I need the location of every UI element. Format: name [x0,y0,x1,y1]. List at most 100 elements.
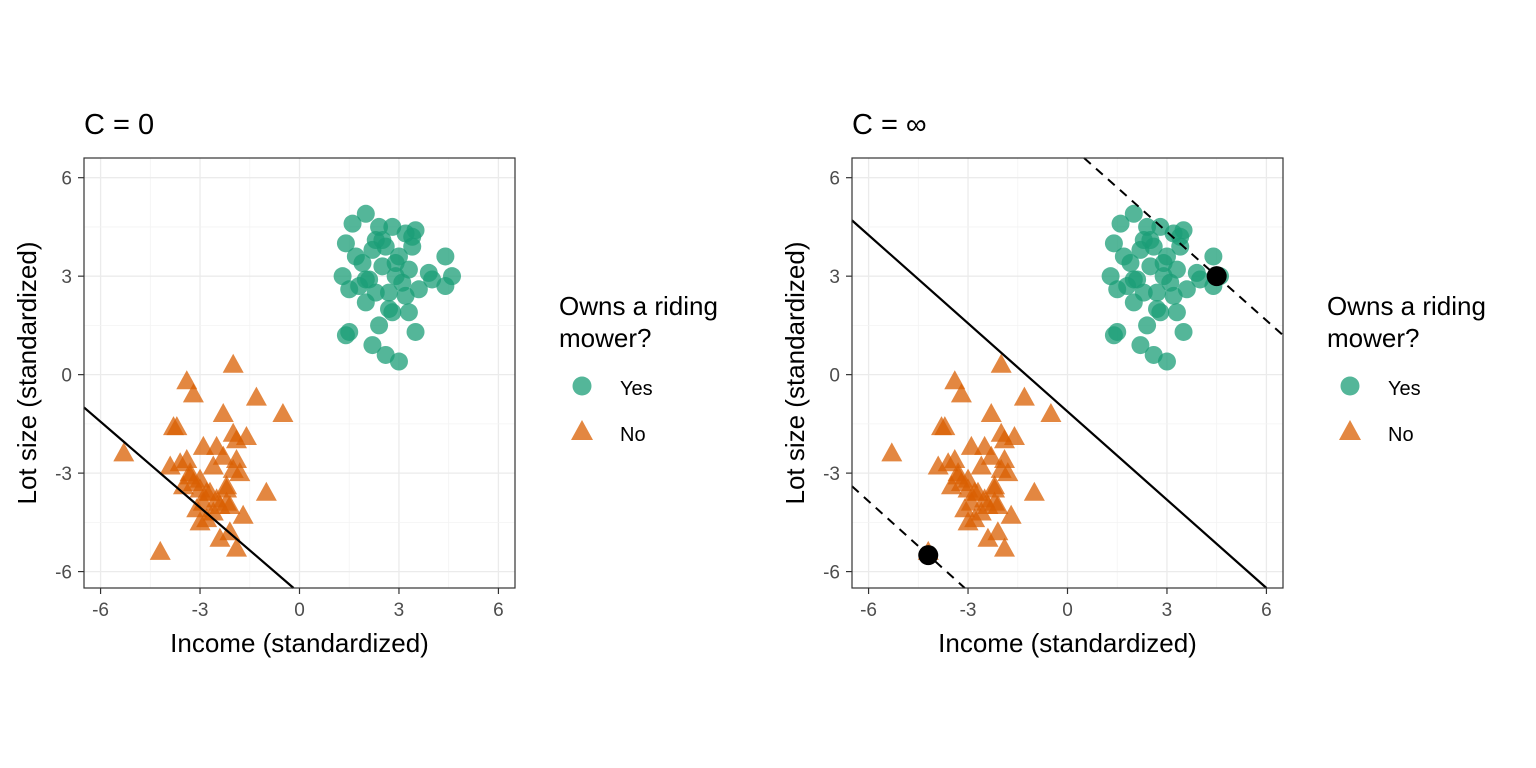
data-point-yes [389,352,408,371]
data-point-yes [1174,322,1193,341]
legend-title-line-2: mower? [559,323,651,353]
data-point-no [927,455,949,475]
data-point-yes [343,214,362,233]
data-point-no [977,527,999,547]
legend-key-no [1339,420,1361,440]
data-point-yes [346,247,365,266]
x-tick-label: -6 [860,600,877,621]
gridlines [84,158,515,588]
data-point-no [216,475,238,495]
legend-key-no [571,420,593,440]
data-point-no [159,455,181,475]
y-tick-label: 3 [829,267,840,288]
legend-title-line-1: Owns a riding [1327,291,1486,321]
data-point-no [1040,403,1062,423]
legend-title: Owns a riding mower? [1327,291,1493,353]
data-point-no [202,455,224,475]
data-point-no [960,491,982,511]
legend-title-line-1: Owns a riding [559,291,718,321]
data-point-no [960,435,982,455]
data-point-yes [1177,280,1196,299]
data-point-yes [1191,270,1210,289]
support-vectors [918,266,1227,566]
data-point-no [229,462,251,482]
data-point-no [255,481,277,501]
data-point-no [192,435,214,455]
data-point-yes [363,336,382,355]
y-axis-title: Lot size (standardized) [780,241,810,504]
data-point-no [179,465,201,485]
data-point-no [212,403,234,423]
data-point-no [950,383,972,403]
data-point-no [196,508,218,528]
data-point-no [1000,504,1022,524]
y-axis-ticks: -6 -3 0 3 6 [823,169,852,584]
data-point-yes [383,217,402,236]
data-points [113,204,462,560]
data-point-no [232,504,254,524]
data-point-no [219,521,241,541]
data-point-no [934,416,956,436]
data-point-yes [409,280,428,299]
x-tick-label: 3 [394,600,405,621]
data-point-no [212,445,234,465]
x-tick-label: -3 [960,600,977,621]
chart-panel-c0: C = 0 -6 -3 0 3 6 -6 -3 0 3 6 Income (standardiz… [12,109,725,658]
data-point-yes [380,299,399,318]
data-point-no [1023,481,1045,501]
legend-key-yes [1340,376,1360,396]
legend-label-yes: Yes [620,378,653,400]
data-point-no [113,442,135,462]
x-tick-label: 0 [1062,600,1073,621]
data-point-no [970,455,992,475]
data-point-no [944,448,966,468]
data-point-yes [356,204,375,223]
x-tick-label: 6 [1261,600,1272,621]
data-point-yes [1157,352,1176,371]
data-point-no [881,442,903,462]
data-point-no [226,537,248,557]
data-point-yes [1138,316,1157,335]
support-vector [1206,266,1227,287]
data-point-yes [1171,227,1190,246]
data-point-yes [396,286,415,305]
data-point-yes [1148,283,1167,302]
legend-label-no: No [1388,424,1414,446]
data-point-no [980,445,1002,465]
data-point-no [974,435,996,455]
data-point-yes [356,293,375,312]
legend-title: Owns a riding mower? [559,291,725,353]
data-point-no [994,448,1016,468]
data-point-yes [1111,214,1130,233]
y-tick-label: -6 [823,563,840,584]
data-point-yes [436,247,455,266]
data-point-no [189,478,211,498]
y-axis-title: Lot size (standardized) [12,241,42,504]
data-point-no [984,491,1006,511]
data-point-yes [1124,204,1143,223]
data-point-yes [356,270,375,289]
y-tick-label: -6 [55,563,72,584]
data-point-yes [1204,247,1223,266]
data-point-yes [386,254,405,273]
gridlines [852,158,1283,588]
data-point-yes [1148,299,1167,318]
legend-key-yes [572,376,592,396]
chart-title: C = ∞ [852,109,927,141]
legend-title-line-2: mower? [1327,323,1419,353]
y-tick-label: 0 [829,366,840,387]
data-point-yes [370,316,389,335]
data-point-yes [386,267,405,286]
legend-label-yes: Yes [1388,378,1421,400]
x-axis-ticks: -6 -3 0 3 6 [860,588,1272,621]
data-point-no [226,448,248,468]
data-point-yes [1124,270,1143,289]
legend-label-no: No [620,424,646,446]
chart-title: C = 0 [84,109,154,141]
data-point-no [944,370,966,390]
data-point-no [997,462,1019,482]
data-point-yes [436,277,455,296]
data-point-no [980,403,1002,423]
data-point-yes [376,345,395,364]
